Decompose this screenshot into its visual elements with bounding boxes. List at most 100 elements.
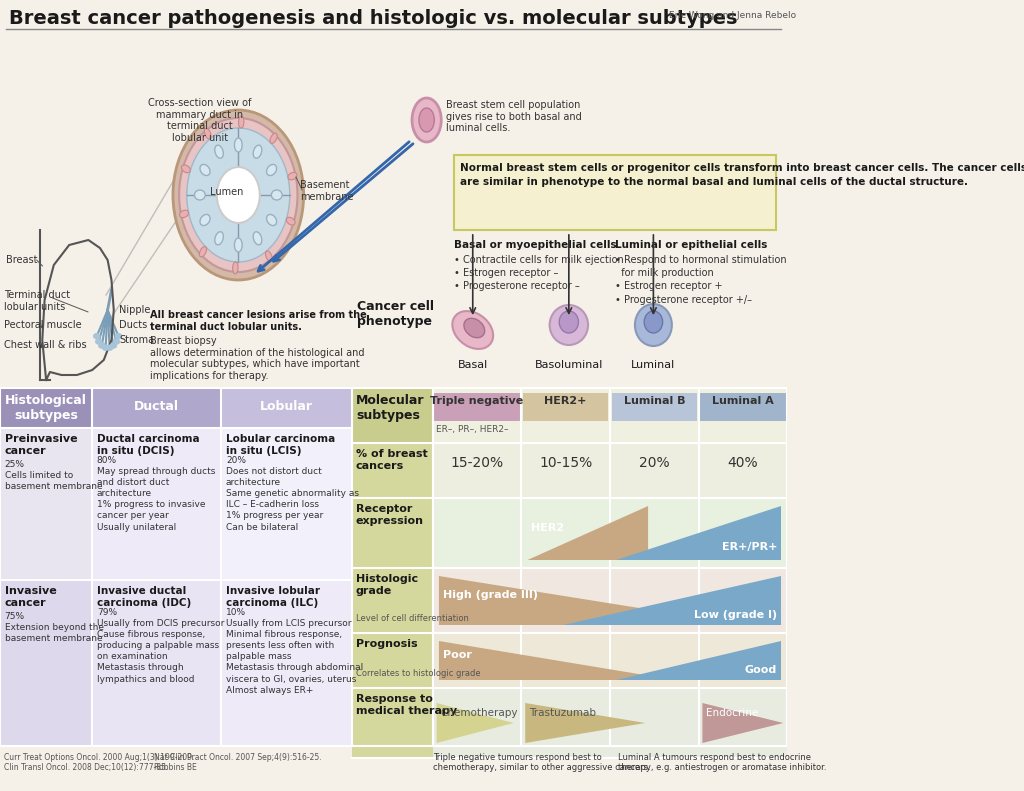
Text: Preinvasive
cancer: Preinvasive cancer bbox=[5, 434, 77, 456]
Text: Luminal A tumours respond best to endocrine
therapy, e.g. antiestrogen or aromat: Luminal A tumours respond best to endocr… bbox=[617, 753, 826, 772]
Circle shape bbox=[173, 110, 304, 280]
Circle shape bbox=[217, 167, 260, 223]
Polygon shape bbox=[702, 703, 783, 743]
Text: 25%
Cells limited to
basement membrane: 25% Cells limited to basement membrane bbox=[5, 460, 102, 491]
Ellipse shape bbox=[200, 247, 207, 257]
Ellipse shape bbox=[266, 165, 276, 176]
Text: Basement
membrane: Basement membrane bbox=[300, 180, 353, 202]
Text: 75%
Extension beyond the
basement membrane: 75% Extension beyond the basement membra… bbox=[5, 612, 103, 643]
FancyBboxPatch shape bbox=[352, 633, 433, 688]
FancyBboxPatch shape bbox=[700, 393, 785, 421]
Ellipse shape bbox=[550, 305, 588, 345]
Ellipse shape bbox=[181, 165, 190, 172]
Text: Endocrine: Endocrine bbox=[707, 708, 759, 718]
Text: Stroma: Stroma bbox=[119, 335, 155, 345]
FancyBboxPatch shape bbox=[352, 633, 787, 688]
Ellipse shape bbox=[114, 339, 120, 344]
Polygon shape bbox=[616, 641, 781, 680]
Ellipse shape bbox=[288, 172, 297, 180]
Text: Invasive lobular
carcinoma (ILC): Invasive lobular carcinoma (ILC) bbox=[226, 586, 319, 607]
Circle shape bbox=[179, 118, 298, 272]
FancyBboxPatch shape bbox=[0, 0, 787, 791]
Text: • Respond to hormonal stimulation
  for milk production
• Estrogen receptor +
• : • Respond to hormonal stimulation for mi… bbox=[615, 255, 786, 305]
Ellipse shape bbox=[179, 210, 188, 218]
Ellipse shape bbox=[94, 334, 100, 339]
FancyBboxPatch shape bbox=[434, 393, 520, 421]
Text: • Contractile cells for milk ejection
• Estrogen receptor –
• Progesterone recep: • Contractile cells for milk ejection • … bbox=[454, 255, 624, 291]
FancyBboxPatch shape bbox=[352, 568, 433, 633]
Text: All breast cancer lesions arise from the
terminal duct lobular units.: All breast cancer lesions arise from the… bbox=[150, 310, 367, 331]
FancyBboxPatch shape bbox=[352, 443, 787, 498]
Text: Ductal: Ductal bbox=[134, 400, 179, 413]
Text: Luminal A: Luminal A bbox=[712, 396, 774, 406]
Text: Breast stem cell population
gives rise to both basal and
luminal cells.: Breast stem cell population gives rise t… bbox=[445, 100, 582, 133]
Ellipse shape bbox=[98, 343, 104, 348]
Text: Basal: Basal bbox=[458, 360, 487, 370]
Text: HER2+: HER2+ bbox=[545, 396, 587, 406]
Text: Basoluminal: Basoluminal bbox=[535, 360, 603, 370]
Text: Cross-section view of
mammary duct in
terminal duct
lobular unit: Cross-section view of mammary duct in te… bbox=[148, 98, 252, 143]
Polygon shape bbox=[525, 703, 645, 743]
Polygon shape bbox=[527, 506, 648, 560]
Text: Breast: Breast bbox=[6, 255, 38, 265]
Text: High (grade III): High (grade III) bbox=[442, 591, 538, 600]
Ellipse shape bbox=[464, 318, 484, 338]
Text: Level of cell differentiation: Level of cell differentiation bbox=[356, 614, 469, 623]
Text: 40%: 40% bbox=[727, 456, 758, 470]
Text: Luminal or epithelial cells: Luminal or epithelial cells bbox=[615, 240, 767, 250]
Ellipse shape bbox=[116, 334, 122, 339]
Ellipse shape bbox=[253, 232, 262, 245]
FancyBboxPatch shape bbox=[0, 0, 787, 791]
Text: Lobular: Lobular bbox=[260, 400, 313, 413]
Text: Histological
subtypes: Histological subtypes bbox=[5, 394, 87, 422]
Text: Luminal: Luminal bbox=[631, 360, 676, 370]
FancyBboxPatch shape bbox=[92, 580, 221, 746]
Text: Breast cancer pathogenesis and histologic vs. molecular subtypes: Breast cancer pathogenesis and histologi… bbox=[9, 9, 737, 28]
Ellipse shape bbox=[265, 251, 272, 262]
Ellipse shape bbox=[215, 145, 223, 158]
FancyBboxPatch shape bbox=[0, 428, 92, 580]
Text: Triple negative tumours respond best to
chemotherapy, similar to other aggressiv: Triple negative tumours respond best to … bbox=[433, 753, 650, 772]
Text: Good: Good bbox=[744, 665, 777, 675]
Ellipse shape bbox=[200, 214, 210, 225]
FancyBboxPatch shape bbox=[352, 688, 787, 758]
Text: Basal or myoepithelial cells: Basal or myoepithelial cells bbox=[454, 240, 616, 250]
Text: Chemotherapy: Chemotherapy bbox=[440, 708, 518, 718]
FancyBboxPatch shape bbox=[352, 388, 787, 746]
FancyBboxPatch shape bbox=[352, 388, 433, 443]
Text: Terminal duct
lobular units: Terminal duct lobular units bbox=[4, 290, 70, 312]
Text: Lobular carcinoma
in situ (LCIS): Lobular carcinoma in situ (LCIS) bbox=[226, 434, 335, 456]
Text: Trastuzumab: Trastuzumab bbox=[529, 708, 596, 718]
Text: Invasive
cancer: Invasive cancer bbox=[5, 586, 56, 607]
Text: ER+/PR+: ER+/PR+ bbox=[722, 542, 777, 552]
FancyBboxPatch shape bbox=[0, 388, 92, 428]
Text: Receptor
expression: Receptor expression bbox=[356, 504, 424, 525]
Ellipse shape bbox=[559, 311, 579, 333]
Text: Nat Clin Pract Oncol. 2007 Sep;4(9):516-25.
Robbins BE: Nat Clin Pract Oncol. 2007 Sep;4(9):516-… bbox=[154, 753, 322, 772]
Text: % of breast
cancers: % of breast cancers bbox=[356, 449, 428, 471]
Text: Eric Wong and Jenna Rebelo: Eric Wong and Jenna Rebelo bbox=[669, 11, 796, 20]
Ellipse shape bbox=[215, 232, 223, 245]
Text: Normal breast stem cells or progenitor cells transform into breast cancer cells.: Normal breast stem cells or progenitor c… bbox=[460, 163, 1024, 173]
FancyBboxPatch shape bbox=[221, 428, 352, 580]
Text: Poor: Poor bbox=[442, 650, 472, 660]
FancyBboxPatch shape bbox=[352, 688, 433, 758]
Text: 79%
Usually from DCIS precursor
Cause fibrous response,
producing a palpable mas: 79% Usually from DCIS precursor Cause fi… bbox=[97, 608, 224, 683]
FancyBboxPatch shape bbox=[523, 393, 608, 421]
FancyBboxPatch shape bbox=[352, 568, 787, 633]
Text: 20%: 20% bbox=[639, 456, 670, 470]
FancyBboxPatch shape bbox=[0, 580, 92, 746]
Text: 15-20%: 15-20% bbox=[451, 456, 504, 470]
Text: Correlates to histologic grade: Correlates to histologic grade bbox=[356, 669, 480, 678]
Text: Invasive ductal
carcinoma (IDC): Invasive ductal carcinoma (IDC) bbox=[97, 586, 191, 607]
Ellipse shape bbox=[419, 108, 434, 132]
FancyBboxPatch shape bbox=[92, 428, 221, 580]
Text: Luminal B: Luminal B bbox=[624, 396, 685, 406]
Text: ER–, PR–, HER2–: ER–, PR–, HER2– bbox=[436, 425, 508, 434]
Polygon shape bbox=[439, 641, 675, 680]
Text: Triple negative: Triple negative bbox=[430, 396, 523, 406]
Text: Lumen: Lumen bbox=[210, 187, 244, 197]
Ellipse shape bbox=[253, 145, 262, 158]
Ellipse shape bbox=[287, 218, 295, 225]
Ellipse shape bbox=[271, 190, 283, 200]
